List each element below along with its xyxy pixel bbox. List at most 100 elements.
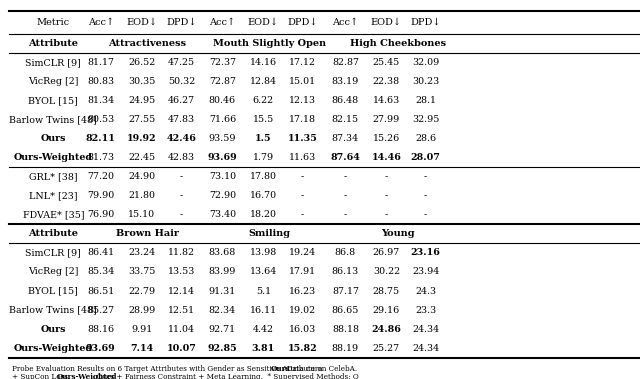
Text: 92.85: 92.85 [207, 344, 237, 353]
Text: 81.17: 81.17 [87, 58, 114, 67]
Text: 22.38: 22.38 [373, 77, 400, 86]
Text: Attractiveness: Attractiveness [108, 39, 187, 48]
Text: 88.18: 88.18 [332, 325, 359, 334]
Text: 11.63: 11.63 [289, 153, 316, 162]
Text: 91.31: 91.31 [209, 287, 236, 296]
Text: -: - [180, 172, 183, 181]
Text: 29.16: 29.16 [372, 305, 400, 315]
Text: 28.1: 28.1 [415, 96, 436, 105]
Text: -: - [180, 210, 183, 219]
Text: 72.87: 72.87 [209, 77, 236, 86]
Text: 15.82: 15.82 [287, 344, 317, 353]
Text: 15.01: 15.01 [289, 77, 316, 86]
Text: 17.18: 17.18 [289, 115, 316, 124]
Text: 42.83: 42.83 [168, 153, 195, 162]
Text: 12.14: 12.14 [168, 287, 195, 296]
Text: Ours-Weighted: Ours-Weighted [56, 373, 117, 379]
Text: 92.71: 92.71 [209, 325, 236, 334]
Text: VicReg [2]: VicReg [2] [28, 268, 79, 276]
Text: 21.80: 21.80 [128, 191, 155, 200]
Text: 86.8: 86.8 [335, 248, 356, 257]
Text: Young: Young [381, 229, 415, 238]
Text: -: - [385, 191, 388, 200]
Text: SimCLR [9]: SimCLR [9] [26, 248, 81, 257]
Text: -: - [301, 172, 304, 181]
Text: 19.24: 19.24 [289, 248, 316, 257]
Text: EOD↓: EOD↓ [371, 18, 402, 27]
Text: Brown Hair: Brown Hair [116, 229, 179, 238]
Text: 23.3: 23.3 [415, 305, 436, 315]
Text: Barlow Twins [48]: Barlow Twins [48] [10, 305, 97, 315]
Text: 83.99: 83.99 [209, 268, 236, 276]
Text: 24.34: 24.34 [412, 344, 439, 353]
Text: 86.51: 86.51 [87, 287, 115, 296]
Text: -: - [301, 210, 304, 219]
Text: 13.64: 13.64 [250, 268, 277, 276]
Text: BYOL [15]: BYOL [15] [28, 287, 78, 296]
Text: : Ours + Fairness Constraint + Meta Learning.  * Supervised Methods: O: : Ours + Fairness Constraint + Meta Lear… [92, 373, 359, 379]
Text: Ours-Weighted: Ours-Weighted [14, 344, 93, 353]
Text: 82.87: 82.87 [332, 58, 359, 67]
Text: 23.24: 23.24 [128, 248, 155, 257]
Text: Ours: Ours [271, 365, 291, 373]
Text: 15.10: 15.10 [128, 210, 155, 219]
Text: 86.65: 86.65 [332, 305, 359, 315]
Text: EOD↓: EOD↓ [248, 18, 279, 27]
Text: 85.27: 85.27 [87, 305, 114, 315]
Text: 14.63: 14.63 [372, 96, 400, 105]
Text: 83.19: 83.19 [332, 77, 359, 86]
Text: -: - [344, 191, 347, 200]
Text: -: - [385, 172, 388, 181]
Text: 86.13: 86.13 [332, 268, 359, 276]
Text: 26.97: 26.97 [372, 248, 400, 257]
Text: DPD↓: DPD↓ [166, 18, 196, 27]
Text: 47.25: 47.25 [168, 58, 195, 67]
Text: 16.03: 16.03 [289, 325, 316, 334]
Text: 24.90: 24.90 [128, 172, 155, 181]
Text: 18.20: 18.20 [250, 210, 277, 219]
Text: 86.41: 86.41 [87, 248, 114, 257]
Text: 80.53: 80.53 [87, 115, 115, 124]
Text: 82.34: 82.34 [209, 305, 236, 315]
Text: 42.46: 42.46 [166, 134, 196, 143]
Text: 24.95: 24.95 [128, 96, 156, 105]
Text: 17.12: 17.12 [289, 58, 316, 67]
Text: 1.5: 1.5 [255, 134, 271, 143]
Text: 16.11: 16.11 [250, 305, 277, 315]
Text: Mouth Slightly Open: Mouth Slightly Open [212, 39, 326, 48]
Text: DPD↓: DPD↓ [410, 18, 441, 27]
Text: 50.32: 50.32 [168, 77, 195, 86]
Text: 12.51: 12.51 [168, 305, 195, 315]
Text: 30.23: 30.23 [412, 77, 439, 86]
Text: 28.75: 28.75 [373, 287, 400, 296]
Text: 27.55: 27.55 [128, 115, 156, 124]
Text: 1.79: 1.79 [253, 153, 274, 162]
Text: 85.34: 85.34 [87, 268, 115, 276]
Text: 19.02: 19.02 [289, 305, 316, 315]
Text: : Data cura: : Data cura [282, 365, 323, 373]
Text: 87.64: 87.64 [330, 153, 360, 162]
Text: + SupCon Loss.: + SupCon Loss. [12, 373, 75, 379]
Text: 24.3: 24.3 [415, 287, 436, 296]
Text: 7.14: 7.14 [130, 344, 153, 353]
Text: 14.16: 14.16 [250, 58, 277, 67]
Text: 24.86: 24.86 [371, 325, 401, 334]
Text: 11.35: 11.35 [287, 134, 317, 143]
Text: Ours-Weighted: Ours-Weighted [14, 153, 93, 162]
Text: 82.15: 82.15 [332, 115, 359, 124]
Text: -: - [344, 210, 347, 219]
Text: 22.79: 22.79 [128, 287, 155, 296]
Text: 28.07: 28.07 [411, 153, 440, 162]
Text: DPD↓: DPD↓ [287, 18, 317, 27]
Text: High Cheekbones: High Cheekbones [350, 39, 447, 48]
Text: Acc↑: Acc↑ [332, 18, 358, 27]
Text: 24.34: 24.34 [412, 325, 439, 334]
Text: BYOL [15]: BYOL [15] [28, 96, 78, 105]
Text: 93.59: 93.59 [209, 134, 236, 143]
Text: 23.16: 23.16 [411, 248, 440, 257]
Text: 14.46: 14.46 [371, 153, 401, 162]
Text: 4.42: 4.42 [253, 325, 274, 334]
Text: Acc↑: Acc↑ [88, 18, 114, 27]
Text: 28.6: 28.6 [415, 134, 436, 143]
Text: SimCLR [9]: SimCLR [9] [26, 58, 81, 67]
